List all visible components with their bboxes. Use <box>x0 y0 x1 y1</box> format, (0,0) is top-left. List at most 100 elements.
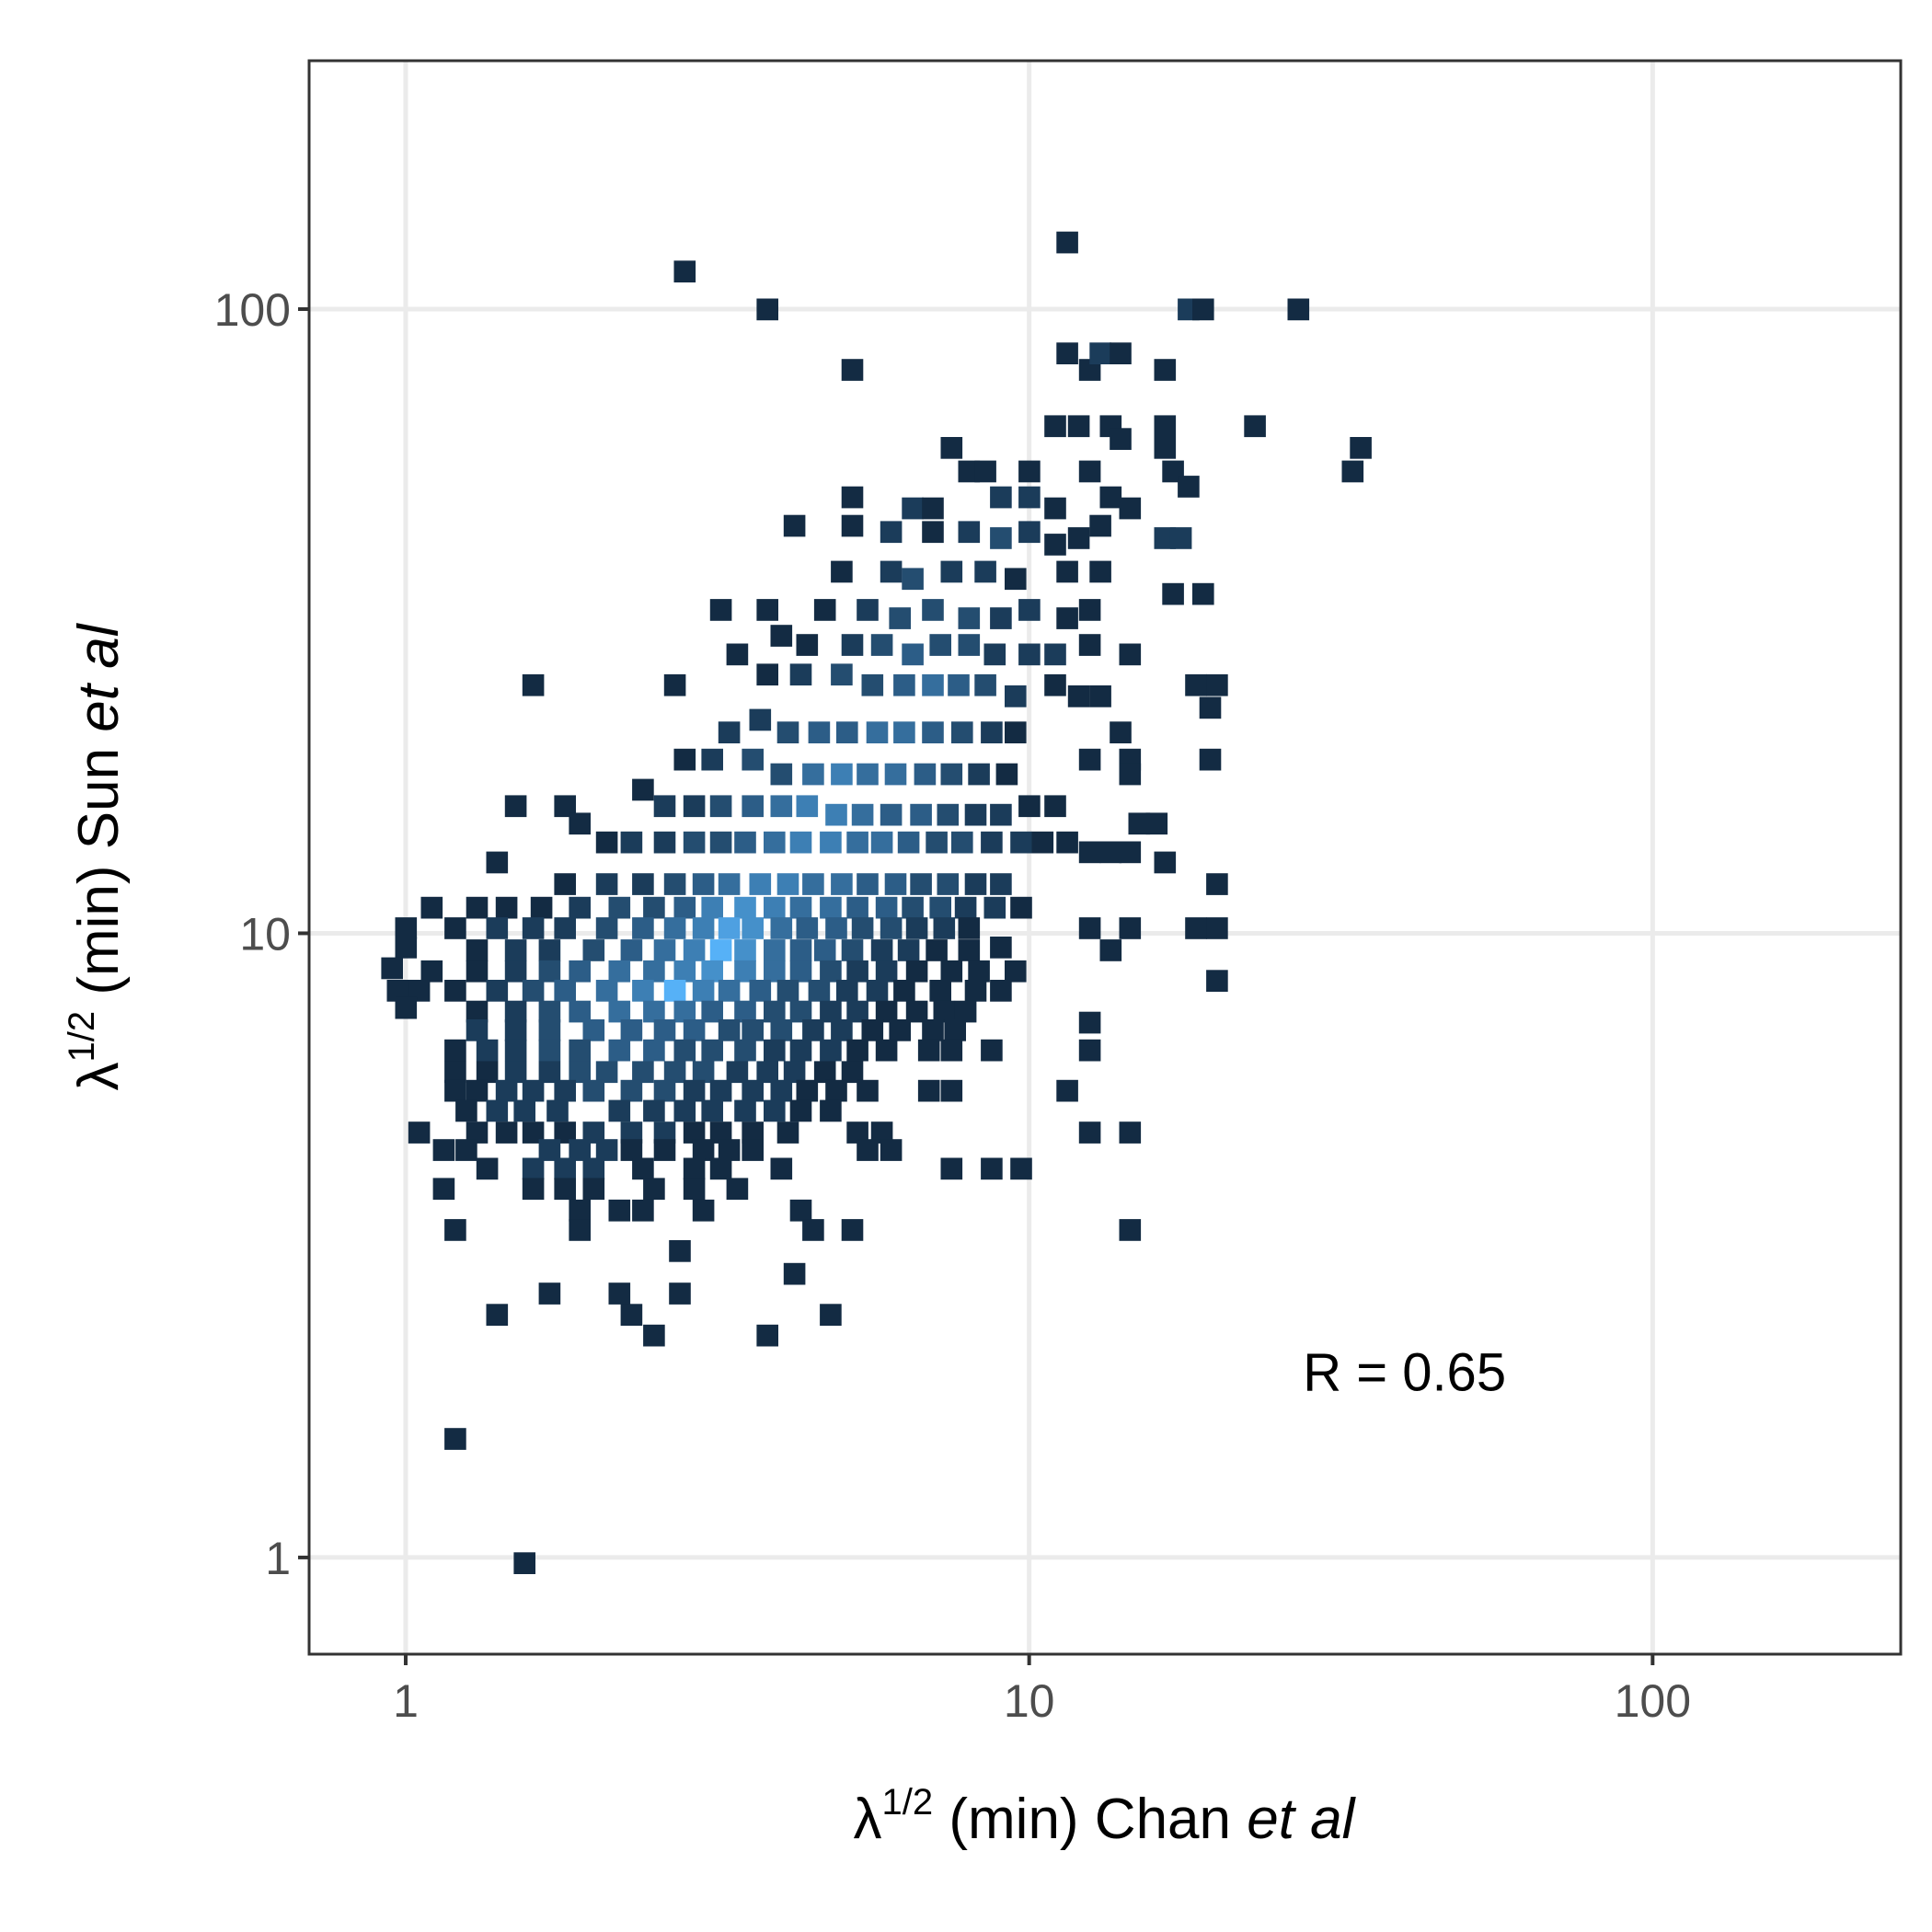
heatmap-bin-310 <box>466 1019 489 1041</box>
heatmap-bin-239 <box>709 939 732 961</box>
heatmap-bin-446 <box>669 1240 691 1262</box>
x-axis-title-prefix: λ <box>854 1788 882 1851</box>
heatmap-bin-332 <box>608 1039 631 1062</box>
heatmap-bin-340 <box>846 1039 868 1062</box>
heatmap-bin-147 <box>569 812 591 835</box>
heatmap-bin-210 <box>486 917 509 939</box>
heatmap-bin-319 <box>770 1019 793 1041</box>
heatmap-bin-457 <box>513 1552 535 1574</box>
heatmap-bin-226 <box>958 917 981 939</box>
y-axis-title-italic: et al <box>67 622 131 731</box>
heatmap-bin-75 <box>958 634 981 656</box>
heatmap-bin-288 <box>893 980 915 1002</box>
heatmap-bin-386 <box>734 1099 756 1122</box>
heatmap-bin-300 <box>701 1000 723 1023</box>
heatmap-bin-404 <box>1078 1121 1101 1144</box>
heatmap-bin-140 <box>937 803 960 826</box>
heatmap-bin-84 <box>756 663 778 686</box>
heatmap-bin-361 <box>466 1079 489 1102</box>
heatmap-bin-66 <box>1018 599 1041 621</box>
heatmap-bin-240 <box>734 939 756 961</box>
heatmap-bin-400 <box>742 1121 764 1144</box>
heatmap-bin-77 <box>1018 643 1041 666</box>
heatmap-bin-256 <box>569 960 591 983</box>
heatmap-bin-1 <box>756 298 778 321</box>
heatmap-bin-201 <box>954 896 977 919</box>
heatmap-bin-328 <box>476 1039 499 1062</box>
heatmap-bin-37 <box>841 514 864 537</box>
heatmap-bin-405 <box>1119 1121 1142 1144</box>
heatmap-bin-143 <box>1018 795 1041 818</box>
heatmap-bin-271 <box>1206 970 1228 992</box>
heatmap-bin-199 <box>902 896 924 919</box>
heatmap-bin-365 <box>582 1079 605 1102</box>
heatmap-bin-235 <box>582 939 605 961</box>
heatmap-bin-353 <box>663 1061 686 1084</box>
annotation-r: R = 0.65 <box>1303 1343 1506 1403</box>
heatmap-bin-320 <box>802 1019 824 1041</box>
heatmap-bin-346 <box>444 1061 466 1084</box>
heatmap-bin-287 <box>866 980 889 1002</box>
heatmap-bin-364 <box>554 1079 576 1102</box>
heatmap-bin-138 <box>880 803 903 826</box>
heatmap-bin-244 <box>841 939 864 961</box>
heatmap-bin-139 <box>910 803 932 826</box>
heatmap-bin-18 <box>1244 415 1266 438</box>
heatmap-bin-247 <box>926 939 948 961</box>
heatmap-bin-163 <box>1010 831 1032 854</box>
heatmap-bin-359 <box>841 1061 864 1084</box>
heatmap-bin-47 <box>1169 527 1192 549</box>
heatmap-bin-242 <box>789 939 812 961</box>
heatmap-bin-142 <box>990 803 1012 826</box>
heatmap-bin-108 <box>981 721 1003 743</box>
heatmap-bin-158 <box>870 831 893 854</box>
heatmap-bin-334 <box>673 1039 696 1062</box>
heatmap-bin-162 <box>981 831 1003 854</box>
heatmap-bin-338 <box>789 1039 812 1062</box>
heatmap-bin-373 <box>825 1079 847 1102</box>
heatmap-bin-43 <box>1044 534 1066 556</box>
heatmap-bin-321 <box>831 1019 853 1041</box>
heatmap-bin-168 <box>1119 841 1142 864</box>
heatmap-bin-45 <box>1089 514 1111 537</box>
heatmap-bin-111 <box>673 748 696 771</box>
heatmap-bin-90 <box>948 673 970 696</box>
heatmap-bin-336 <box>734 1039 756 1062</box>
heatmap-bin-117 <box>857 763 879 786</box>
heatmap-bin-402 <box>846 1121 868 1144</box>
heatmap-bin-54 <box>1056 560 1078 583</box>
heatmap-bin-250 <box>1099 939 1122 961</box>
heatmap-bin-347 <box>476 1061 499 1084</box>
x-tick-label-2: 100 <box>1615 1675 1691 1727</box>
heatmap-bin-311 <box>504 1019 527 1041</box>
heatmap-bin-448 <box>538 1282 561 1305</box>
heatmap-bin-438 <box>632 1199 654 1222</box>
heatmap-bin-42 <box>1018 521 1041 544</box>
heatmap-bin-278 <box>595 980 618 1002</box>
heatmap-bin-384 <box>673 1099 696 1122</box>
heatmap-bin-88 <box>893 673 915 696</box>
heatmap-bin-333 <box>643 1039 665 1062</box>
heatmap-bin-208 <box>395 917 418 939</box>
heatmap-bin-57 <box>1192 582 1214 605</box>
heatmap-bin-207 <box>530 896 553 919</box>
heatmap-bin-350 <box>569 1061 591 1084</box>
heatmap-bin-165 <box>1056 831 1078 854</box>
heatmap-bin-313 <box>582 1019 605 1041</box>
x-axis-title-main: (min) Chan <box>933 1788 1247 1851</box>
heatmap-bin-204 <box>420 896 443 919</box>
heatmap-bin-180 <box>802 873 824 895</box>
heatmap-bin-223 <box>880 917 903 939</box>
heatmap-bin-221 <box>825 917 847 939</box>
heatmap-bin-343 <box>940 1039 963 1062</box>
heatmap-bin-229 <box>1185 917 1207 939</box>
heatmap-bin-285 <box>808 980 831 1002</box>
heatmap-bin-390 <box>408 1121 431 1144</box>
heatmap-bin-209 <box>444 917 466 939</box>
heatmap-bin-261 <box>734 960 756 983</box>
heatmap-bin-122 <box>995 763 1018 786</box>
heatmap-bin-95 <box>1089 685 1111 707</box>
heatmap-bin-127 <box>632 778 654 801</box>
heatmap-bin-254 <box>504 960 527 983</box>
heatmap-bin-227 <box>1078 917 1101 939</box>
